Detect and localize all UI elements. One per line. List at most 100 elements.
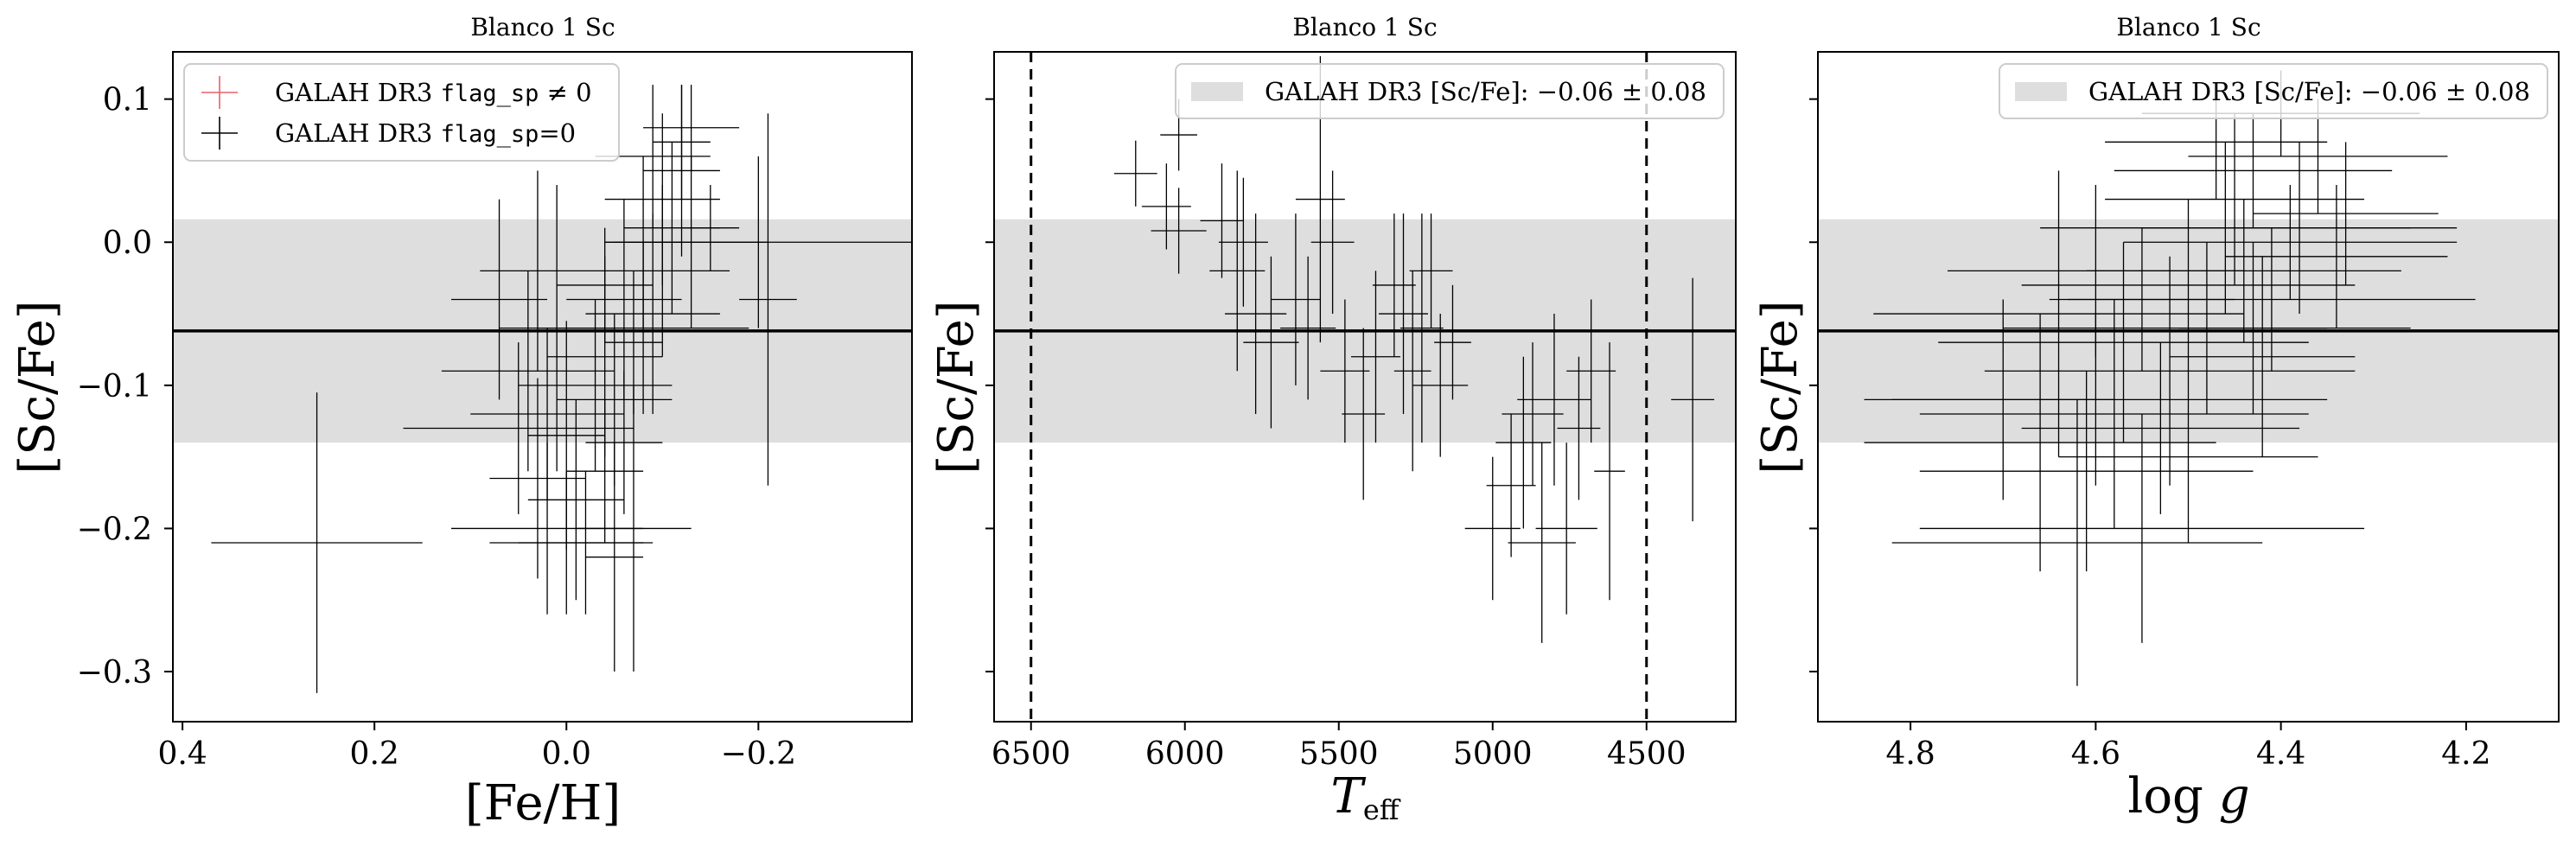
data-point	[1938, 242, 2309, 443]
data-point	[2114, 113, 2393, 228]
data-point	[1502, 342, 1564, 486]
data-point	[2105, 113, 2365, 285]
y-axis-label: [Sc/Fe]	[10, 300, 66, 474]
legend-entry-band: GALAH DR3 [Sc/Fe]: −0.06 ± 0.08	[1265, 77, 1706, 106]
legend-box	[183, 63, 620, 162]
data-point	[1151, 188, 1207, 274]
data-point	[1243, 256, 1299, 429]
x-tick-label: 5000	[1453, 736, 1533, 772]
data-point	[1947, 185, 2244, 357]
data-point	[2021, 342, 2300, 514]
data-point	[441, 271, 615, 472]
panel-feh: Blanco 1 Sc 0.4 0.2 0.0 −0.2 0.1 0.0 −0.1 −0.2 −…	[10, 13, 913, 831]
data-point	[1919, 413, 2365, 643]
x-tick-label: 0.0	[542, 736, 591, 772]
legend-box	[1175, 63, 1725, 119]
data-point	[2049, 227, 2235, 372]
data-point	[1464, 456, 1521, 601]
x-tick-label: 6500	[992, 736, 1071, 772]
x-tick-label: 0.2	[350, 736, 399, 772]
data-point	[451, 199, 548, 400]
data-point	[1891, 299, 2114, 500]
panel-title: Blanco 1 Sc	[2116, 13, 2260, 41]
data-point	[1310, 170, 1355, 315]
y-axis-label: [Sc/Fe]	[928, 300, 985, 474]
x-tick-label: 4.2	[2441, 736, 2490, 772]
data-point	[2253, 142, 2439, 285]
data-point	[211, 392, 423, 693]
data-point	[653, 85, 711, 200]
data-point	[2141, 142, 2458, 315]
x-tick-label: 5500	[1299, 736, 1379, 772]
legend: GALAH DR3 [Sc/Fe]: −0.06 ± 0.08	[1999, 63, 2548, 119]
y-tick-label: −0.3	[77, 655, 152, 691]
data-point	[2123, 185, 2458, 300]
y-tick-label: −0.2	[77, 512, 152, 547]
data-point	[480, 170, 596, 372]
data-point	[527, 399, 624, 601]
data-point	[1218, 177, 1268, 307]
legend-marker-clean	[201, 117, 238, 150]
legend: GALAH DR3 [Sc/Fe]: −0.06 ± 0.08	[1175, 63, 1725, 119]
data-point	[1891, 399, 2263, 686]
data-point	[1280, 256, 1336, 400]
data-point	[1557, 356, 1601, 500]
y-axis-label: [Sc/Fe]	[1752, 300, 1808, 474]
data-point	[681, 185, 740, 271]
legend-swatch-band	[2015, 82, 2067, 101]
data-point	[1372, 213, 1416, 357]
panel-logg: Blanco 1 Sc 4.8 4.6 4.4 4.2 log g [Sc/Fe] G…	[1752, 13, 2560, 825]
x-tick-label: 4500	[1607, 736, 1687, 772]
data-point	[2058, 371, 2318, 544]
data-point	[1320, 299, 1370, 443]
x-axis-label: [Fe/H]	[465, 775, 621, 831]
data-point	[1141, 163, 1191, 250]
y-tick-label: 0.1	[103, 83, 152, 118]
data-point	[1508, 443, 1576, 643]
data-point	[1594, 342, 1625, 601]
data-point	[1535, 443, 1597, 615]
axes-frame	[993, 51, 1737, 723]
x-tick-label: 0.4	[157, 736, 207, 772]
x-tick-label: 4.4	[2256, 736, 2305, 772]
data-point	[1225, 213, 1287, 414]
data-point	[1409, 213, 1453, 328]
data-point	[1671, 277, 1715, 522]
data-point	[2170, 256, 2356, 457]
data-point	[1486, 413, 1536, 557]
x-axis-label: Teff	[1330, 768, 1400, 826]
data-point	[1379, 213, 1428, 414]
y-tick-label: −0.1	[77, 369, 152, 404]
data-point	[527, 321, 605, 551]
data-point	[1434, 284, 1471, 400]
panel-title: Blanco 1 Sc	[1292, 13, 1437, 41]
axes-frame	[172, 51, 913, 723]
data-point	[518, 471, 654, 615]
data-point	[1271, 213, 1321, 385]
data-point	[489, 378, 586, 579]
data-point	[1113, 140, 1157, 207]
data-point	[1412, 314, 1469, 457]
x-tick-label: −0.2	[721, 736, 796, 772]
legend: GALAH DR3 flag_sp ≠ 0 GALAH DR3 flag_sp=…	[183, 63, 620, 162]
legend-box	[1999, 63, 2548, 119]
panel-title: Blanco 1 Sc	[470, 13, 615, 41]
data-point	[557, 227, 654, 343]
axes-frame	[1817, 51, 2560, 723]
x-tick-label: 6000	[1145, 736, 1225, 772]
data-point	[1200, 163, 1244, 278]
data-point	[1984, 256, 2356, 486]
data-point	[1919, 371, 2254, 572]
x-axis-label: log g	[2127, 768, 2249, 825]
x-tick-label: 4.6	[2071, 736, 2120, 772]
legend-entry-flagged: GALAH DR3 flag_sp ≠ 0	[275, 78, 592, 107]
panel-teff: Blanco 1 Sc 6500 6000 5500 5000 4500 Teff [S…	[928, 13, 1737, 826]
y-tick-label: 0.0	[103, 226, 152, 261]
data-point	[1393, 271, 1431, 472]
data-point	[2178, 242, 2328, 414]
legend-entry-band: GALAH DR3 [Sc/Fe]: −0.06 ± 0.08	[2088, 77, 2530, 106]
data-point	[585, 371, 663, 514]
data-point	[1919, 299, 2309, 529]
legend-swatch-band	[1191, 82, 1243, 101]
